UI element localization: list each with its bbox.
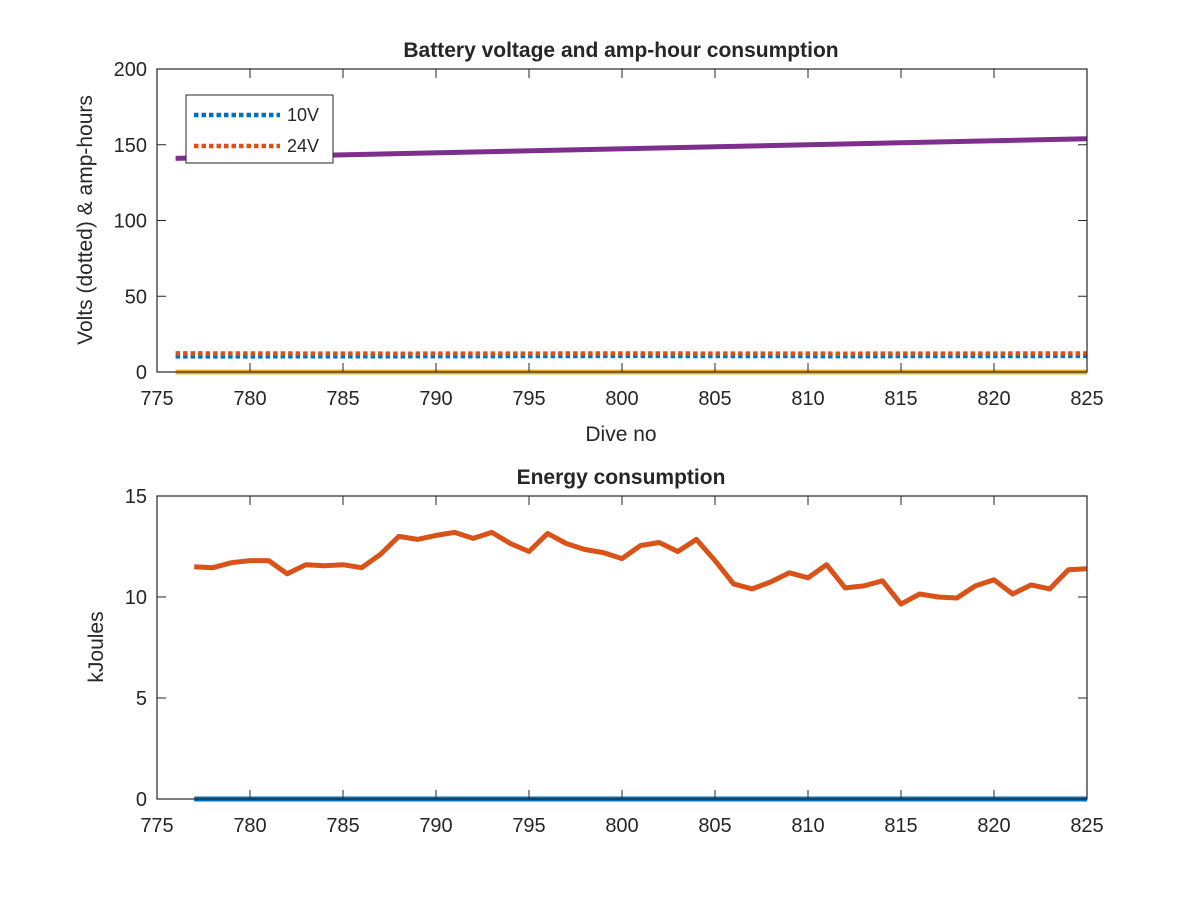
battery-y-tick-label: 50 xyxy=(125,286,147,308)
energy-x-tick-label: 800 xyxy=(605,815,638,837)
battery-voltage-plot: 775 780 785 790 795 800 805 810 815 820 825 0 50 100 1… xyxy=(74,39,1104,446)
energy-y-tick-label: 15 xyxy=(125,486,147,508)
battery-y-tick-label: 100 xyxy=(114,211,147,233)
battery-series-10v-line xyxy=(175,353,1088,359)
energy-x-tick-label: 780 xyxy=(233,815,266,837)
energy-x-tick-label: 820 xyxy=(977,815,1010,837)
battery-y-axis-label: Volts (dotted) & amp-hours xyxy=(74,95,97,345)
legend-label-24v: 24V xyxy=(287,136,319,156)
legend-box xyxy=(185,94,334,164)
energy-x-tick-label: 805 xyxy=(698,815,731,837)
energy-y-tick-label: 10 xyxy=(125,587,147,609)
energy-plot-title: Energy consumption xyxy=(517,466,726,489)
energy-x-tick-label: 825 xyxy=(1070,815,1103,837)
battery-x-tick-label: 820 xyxy=(977,388,1010,410)
battery-x-tick-label: 775 xyxy=(140,388,173,410)
battery-y-tick-label: 0 xyxy=(136,362,147,384)
battery-y-tick-label: 200 xyxy=(114,59,147,81)
battery-x-tick-label: 800 xyxy=(605,388,638,410)
battery-x-tick-label: 780 xyxy=(233,388,266,410)
battery-x-tick-label: 785 xyxy=(326,388,359,410)
energy-y-axis-label: kJoules xyxy=(85,611,108,682)
battery-x-tick-label: 790 xyxy=(419,388,452,410)
energy-x-tick-label: 775 xyxy=(140,815,173,837)
battery-x-axis-label: Dive no xyxy=(585,423,656,446)
legend-label-10v: 10V xyxy=(287,105,319,125)
battery-plot-title: Battery voltage and amp-hour consumption xyxy=(403,39,838,62)
energy-x-tick-label: 795 xyxy=(512,815,545,837)
energy-x-tick-label: 790 xyxy=(419,815,452,837)
energy-x-tick-label: 785 xyxy=(326,815,359,837)
energy-y-tick-label: 0 xyxy=(136,789,147,811)
battery-x-tick-label: 795 xyxy=(512,388,545,410)
energy-tick-group: 775 780 785 790 795 800 805 810 815 820 825 0 5 10 15 xyxy=(125,486,1104,837)
legend: 10V 24V xyxy=(185,94,334,164)
battery-tick-group: 775 780 785 790 795 800 805 810 815 820 825 0 50 100 1… xyxy=(114,59,1104,410)
energy-consumption-plot: 775 780 785 790 795 800 805 810 815 820 825051015 … xyxy=(85,466,1104,837)
battery-x-tick-label: 810 xyxy=(791,388,824,410)
battery-x-tick-label: 825 xyxy=(1070,388,1103,410)
energy-y-tick-label: 5 xyxy=(136,688,147,710)
battery-y-tick-label: 150 xyxy=(114,135,147,157)
battery-x-tick-label: 815 xyxy=(884,388,917,410)
energy-x-tick-label: 810 xyxy=(791,815,824,837)
energy-x-tick-label: 815 xyxy=(884,815,917,837)
battery-x-tick-label: 805 xyxy=(698,388,731,410)
energy-series-1-line xyxy=(194,529,1088,607)
